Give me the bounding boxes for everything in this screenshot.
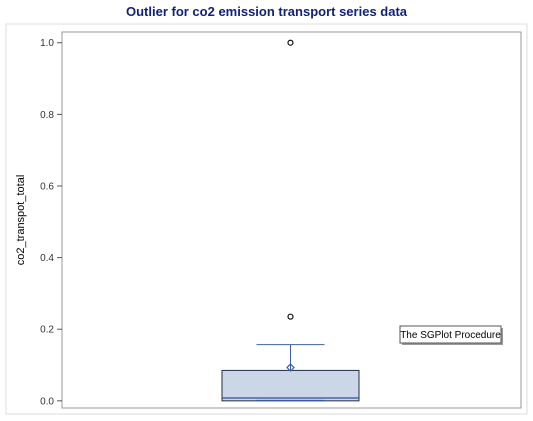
- sgplot-tooltip: The SGPlot Procedure: [399, 325, 503, 345]
- outlier-point: [287, 313, 294, 320]
- box-plot: [221, 39, 360, 402]
- outlier-point: [287, 39, 294, 46]
- iqr-box: [221, 369, 360, 402]
- y-tick-label: 0.0: [40, 396, 54, 407]
- tooltip-box: [399, 325, 502, 344]
- plot-area: [61, 31, 522, 409]
- tooltip-text: The SGPlot Procedure: [400, 330, 501, 341]
- mean-marker: [286, 363, 295, 372]
- y-tick-label: 1.0: [40, 38, 54, 49]
- chart-title: Outlier for co2 emission transport serie…: [126, 4, 408, 19]
- y-tick-label: 0.8: [40, 110, 54, 121]
- y-axis: 0.0 0.2 0.4 0.6 0.8 1.0: [40, 38, 62, 407]
- y-tick-label: 0.6: [40, 181, 54, 192]
- y-tick-label: 0.4: [40, 253, 54, 264]
- y-axis-label: co2_transpot_total: [15, 175, 27, 266]
- y-tick-label: 0.2: [40, 325, 54, 336]
